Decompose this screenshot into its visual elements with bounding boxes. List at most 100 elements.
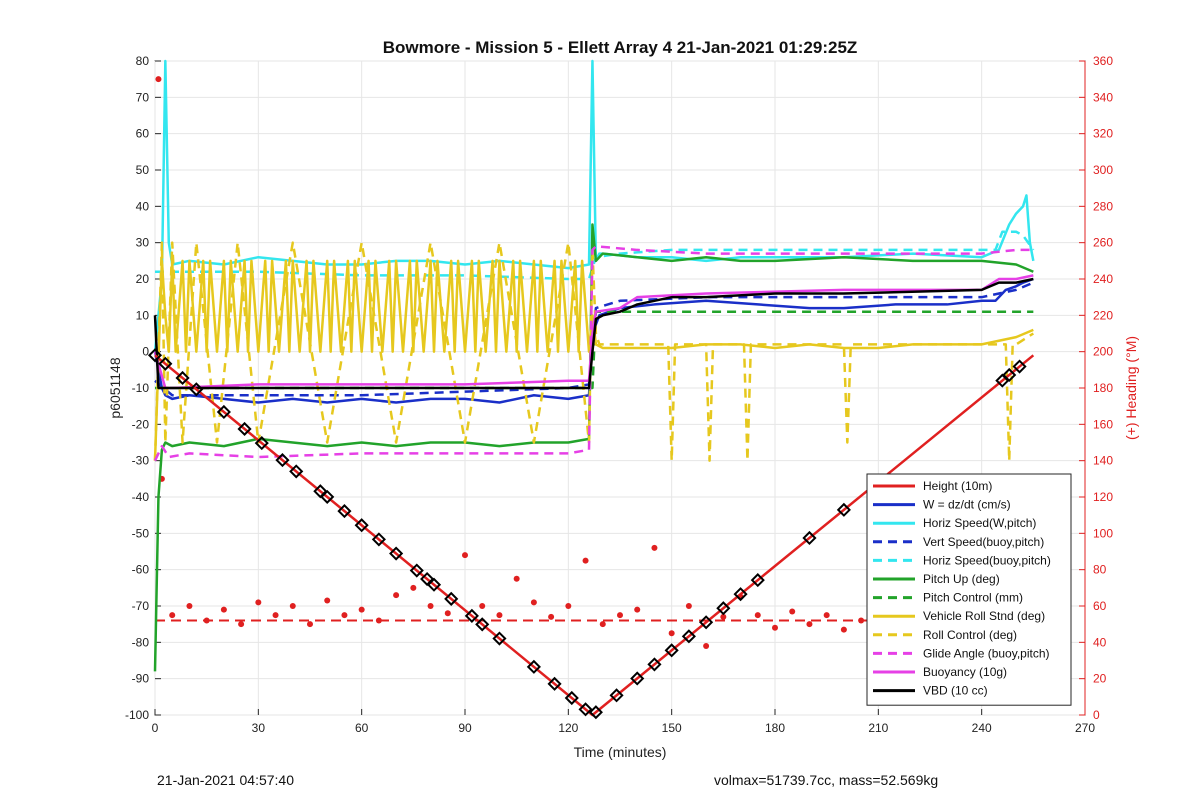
- heading-point: [668, 630, 675, 637]
- heading-point: [427, 603, 434, 609]
- series-line-7: [153, 259, 1034, 461]
- height-marker: [189, 382, 204, 397]
- heading-point: [393, 592, 400, 599]
- y2-tick-label: 180: [1093, 381, 1113, 395]
- height-marker: [337, 504, 352, 519]
- x-tick-label: 30: [252, 721, 266, 735]
- height-marker: [1012, 359, 1027, 374]
- y-tick-label: -40: [132, 490, 150, 504]
- height-marker: [320, 489, 335, 504]
- series-layer: [147, 59, 1035, 720]
- y2-tick-label: 60: [1093, 599, 1107, 613]
- axes: 0 30 60 90 120 150 180 210 240 270 80 70 60 50 40 30 20 1…: [125, 54, 1113, 735]
- y-tick-label: -20: [132, 417, 150, 431]
- x-tick-label: 180: [765, 721, 785, 735]
- y2-tick-label: 0: [1093, 708, 1100, 722]
- heading-point: [840, 626, 847, 633]
- legend-label: Buoyancy (10g): [923, 665, 1007, 679]
- y-tick-label: -100: [125, 708, 149, 722]
- height-marker: [681, 629, 696, 644]
- y-tick-label: 70: [136, 90, 150, 104]
- legend-label: Vert Speed(buoy,pitch): [923, 535, 1044, 549]
- legend-label: Horiz Speed(W,pitch): [923, 516, 1036, 530]
- heading-point: [341, 612, 348, 619]
- legend-label: Vehicle Roll Stnd (deg): [923, 609, 1045, 623]
- x-tick-label: 90: [458, 721, 472, 735]
- series-line-11: [153, 277, 1034, 390]
- y-tick-label: 40: [136, 199, 150, 213]
- legend-label: VBD (10 cc): [923, 684, 988, 698]
- heading-point: [169, 612, 176, 619]
- height-marker: [275, 453, 290, 468]
- y-tick-label: -50: [132, 526, 150, 540]
- heading-point: [582, 557, 589, 564]
- heading-point: [754, 612, 761, 619]
- y2-tick-label: 160: [1093, 417, 1113, 431]
- heading-point: [272, 612, 279, 619]
- height-marker: [750, 573, 765, 588]
- height-marker: [464, 608, 479, 623]
- height-marker: [175, 370, 190, 386]
- height-marker: [389, 546, 404, 561]
- y-tick-label: -70: [132, 599, 150, 613]
- height-marker: [254, 436, 269, 451]
- height-marker: [354, 518, 369, 533]
- height-marker: [371, 532, 386, 547]
- y-tick-label: 60: [136, 127, 150, 141]
- height-marker: [630, 671, 645, 686]
- y-tick-label: 10: [136, 308, 150, 322]
- height-marker: [802, 530, 817, 546]
- heading-point: [375, 617, 382, 624]
- heading-point: [289, 603, 296, 609]
- height-marker: [588, 705, 603, 720]
- y-tick-label: -90: [132, 672, 150, 686]
- x-tick-label: 0: [152, 721, 159, 735]
- footer-timestamp: 21-Jan-2021 04:57:40: [157, 772, 294, 788]
- legend-label: W = dz/dt (cm/s): [923, 498, 1011, 512]
- height-marker: [836, 502, 851, 517]
- y-tick-label: -30: [132, 454, 150, 468]
- heading-point: [444, 610, 451, 617]
- y2-tick-label: 280: [1093, 199, 1113, 213]
- series-line-3: [154, 281, 1034, 397]
- series-line-4: [155, 230, 1035, 281]
- y2-tick-label: 320: [1093, 127, 1113, 141]
- y2-tick-label: 20: [1093, 672, 1107, 686]
- heading-point: [220, 606, 227, 613]
- y-tick-label: 0: [142, 345, 149, 359]
- heading-point: [823, 612, 830, 619]
- y2-tick-label: 300: [1093, 163, 1113, 177]
- heading-point: [479, 603, 486, 609]
- heading-point: [806, 621, 813, 628]
- height-marker: [578, 702, 593, 717]
- heading-point: [720, 613, 727, 620]
- height-marker: [216, 404, 231, 420]
- y-tick-label: -80: [132, 635, 150, 649]
- legend-label: Glide Angle (buoy,pitch): [923, 646, 1050, 660]
- series-line-8: [153, 241, 1035, 462]
- height-marker: [609, 688, 624, 703]
- heading-point: [548, 613, 555, 620]
- height-marker: [547, 676, 562, 691]
- y2-tick-label: 140: [1093, 454, 1113, 468]
- heading-point: [634, 606, 641, 613]
- heading-point: [617, 612, 623, 619]
- legend-box: [866, 473, 1072, 706]
- x-axis-label: Time (minutes): [574, 744, 667, 760]
- heading-point: [651, 544, 658, 551]
- heading-point: [599, 621, 606, 628]
- legend-label: Horiz Speed(buoy,pitch): [923, 553, 1051, 567]
- height-marker: [716, 601, 731, 616]
- legend-label: Pitch Up (deg): [923, 572, 1000, 586]
- height-marker: [564, 690, 579, 706]
- heading-point: [772, 624, 778, 631]
- y-tick-label: 80: [136, 54, 150, 68]
- chart-title: Bowmore - Mission 5 - Ellett Array 4 21-…: [383, 38, 858, 57]
- height-marker: [289, 464, 304, 479]
- height-marker: [699, 615, 714, 630]
- heading-point: [462, 552, 468, 559]
- y2-tick-label: 240: [1093, 272, 1113, 286]
- x-tick-label: 120: [558, 721, 578, 735]
- x-tick-label: 240: [972, 721, 992, 735]
